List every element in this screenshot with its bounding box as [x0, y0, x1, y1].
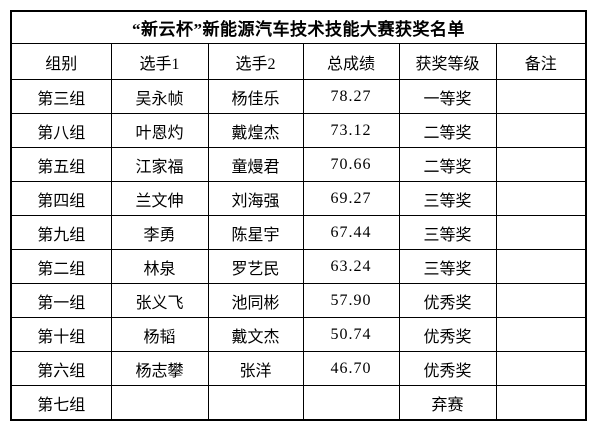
- cell-player1: 张义飞: [110, 283, 209, 318]
- table-row: 第五组 江家福 童熳君 70.66 二等奖: [10, 147, 587, 182]
- table-row: 第二组 林泉 罗艺民 63.24 三等奖: [10, 249, 587, 284]
- cell-player1: [110, 385, 209, 421]
- cell-score: [302, 385, 400, 421]
- header-player1: 选手1: [110, 43, 209, 80]
- cell-award: 优秀奖: [398, 283, 497, 318]
- cell-score: 57.90: [302, 283, 400, 318]
- cell-group: 第八组: [10, 113, 112, 148]
- cell-remark: [495, 113, 587, 148]
- table-row: 第四组 兰文伸 刘海强 69.27 三等奖: [10, 181, 587, 216]
- table-row: 第九组 李勇 陈星宇 67.44 三等奖: [10, 215, 587, 250]
- cell-score: 70.66: [302, 147, 400, 182]
- table-row: 第八组 叶恩灼 戴煌杰 73.12 二等奖: [10, 113, 587, 148]
- cell-group: 第九组: [10, 215, 112, 250]
- cell-player1: 杨志攀: [110, 351, 209, 386]
- cell-remark: [495, 351, 587, 386]
- cell-award: 二等奖: [398, 113, 497, 148]
- table-row: 第六组 杨志攀 张洋 46.70 优秀奖: [10, 351, 587, 386]
- cell-group: 第七组: [10, 385, 112, 421]
- table-title: “新云杯”新能源汽车技术技能大赛获奖名单: [10, 10, 587, 44]
- cell-player2: 陈星宇: [207, 215, 304, 250]
- cell-player1: 林泉: [110, 249, 209, 284]
- cell-player2: 罗艺民: [207, 249, 304, 284]
- cell-score: 78.27: [302, 79, 400, 114]
- cell-group: 第四组: [10, 181, 112, 216]
- cell-remark: [495, 385, 587, 421]
- table-header-row: 组别 选手1 选手2 总成绩 获奖等级 备注: [10, 43, 587, 80]
- cell-remark: [495, 283, 587, 318]
- cell-player1: 杨韬: [110, 317, 209, 352]
- cell-score: 63.24: [302, 249, 400, 284]
- cell-remark: [495, 215, 587, 250]
- cell-player2: 戴文杰: [207, 317, 304, 352]
- cell-player1: 李勇: [110, 215, 209, 250]
- cell-player2: 张洋: [207, 351, 304, 386]
- header-group: 组别: [10, 43, 112, 80]
- table-title-row: “新云杯”新能源汽车技术技能大赛获奖名单: [10, 10, 587, 44]
- cell-score: 46.70: [302, 351, 400, 386]
- cell-player1: 吴永帧: [110, 79, 209, 114]
- header-player2: 选手2: [207, 43, 304, 80]
- cell-player2: 池同彬: [207, 283, 304, 318]
- cell-score: 73.12: [302, 113, 400, 148]
- cell-player2: 戴煌杰: [207, 113, 304, 148]
- table-row: 第一组 张义飞 池同彬 57.90 优秀奖: [10, 283, 587, 318]
- cell-remark: [495, 79, 587, 114]
- cell-player2: 杨佳乐: [207, 79, 304, 114]
- cell-player2: 童熳君: [207, 147, 304, 182]
- cell-remark: [495, 181, 587, 216]
- table-row: 第七组 弃赛: [10, 385, 587, 421]
- cell-remark: [495, 317, 587, 352]
- cell-award: 三等奖: [398, 249, 497, 284]
- cell-group: 第六组: [10, 351, 112, 386]
- cell-score: 69.27: [302, 181, 400, 216]
- cell-group: 第一组: [10, 283, 112, 318]
- cell-player1: 兰文伸: [110, 181, 209, 216]
- cell-group: 第十组: [10, 317, 112, 352]
- cell-remark: [495, 249, 587, 284]
- cell-player1: 叶恩灼: [110, 113, 209, 148]
- cell-group: 第五组: [10, 147, 112, 182]
- cell-player2: 刘海强: [207, 181, 304, 216]
- cell-award: 优秀奖: [398, 351, 497, 386]
- cell-award: 三等奖: [398, 215, 497, 250]
- cell-player1: 江家福: [110, 147, 209, 182]
- header-score: 总成绩: [302, 43, 400, 80]
- cell-score: 50.74: [302, 317, 400, 352]
- cell-remark: [495, 147, 587, 182]
- table-row: 第十组 杨韬 戴文杰 50.74 优秀奖: [10, 317, 587, 352]
- cell-award: 弃赛: [398, 385, 497, 421]
- cell-award: 三等奖: [398, 181, 497, 216]
- cell-award: 一等奖: [398, 79, 497, 114]
- cell-player2: [207, 385, 304, 421]
- cell-award: 优秀奖: [398, 317, 497, 352]
- award-results-table: “新云杯”新能源汽车技术技能大赛获奖名单 组别 选手1 选手2 总成绩 获奖等级…: [10, 10, 588, 421]
- cell-group: 第二组: [10, 249, 112, 284]
- table-row: 第三组 吴永帧 杨佳乐 78.27 一等奖: [10, 79, 587, 114]
- header-award: 获奖等级: [398, 43, 497, 80]
- header-remark: 备注: [495, 43, 587, 80]
- cell-award: 二等奖: [398, 147, 497, 182]
- cell-score: 67.44: [302, 215, 400, 250]
- cell-group: 第三组: [10, 79, 112, 114]
